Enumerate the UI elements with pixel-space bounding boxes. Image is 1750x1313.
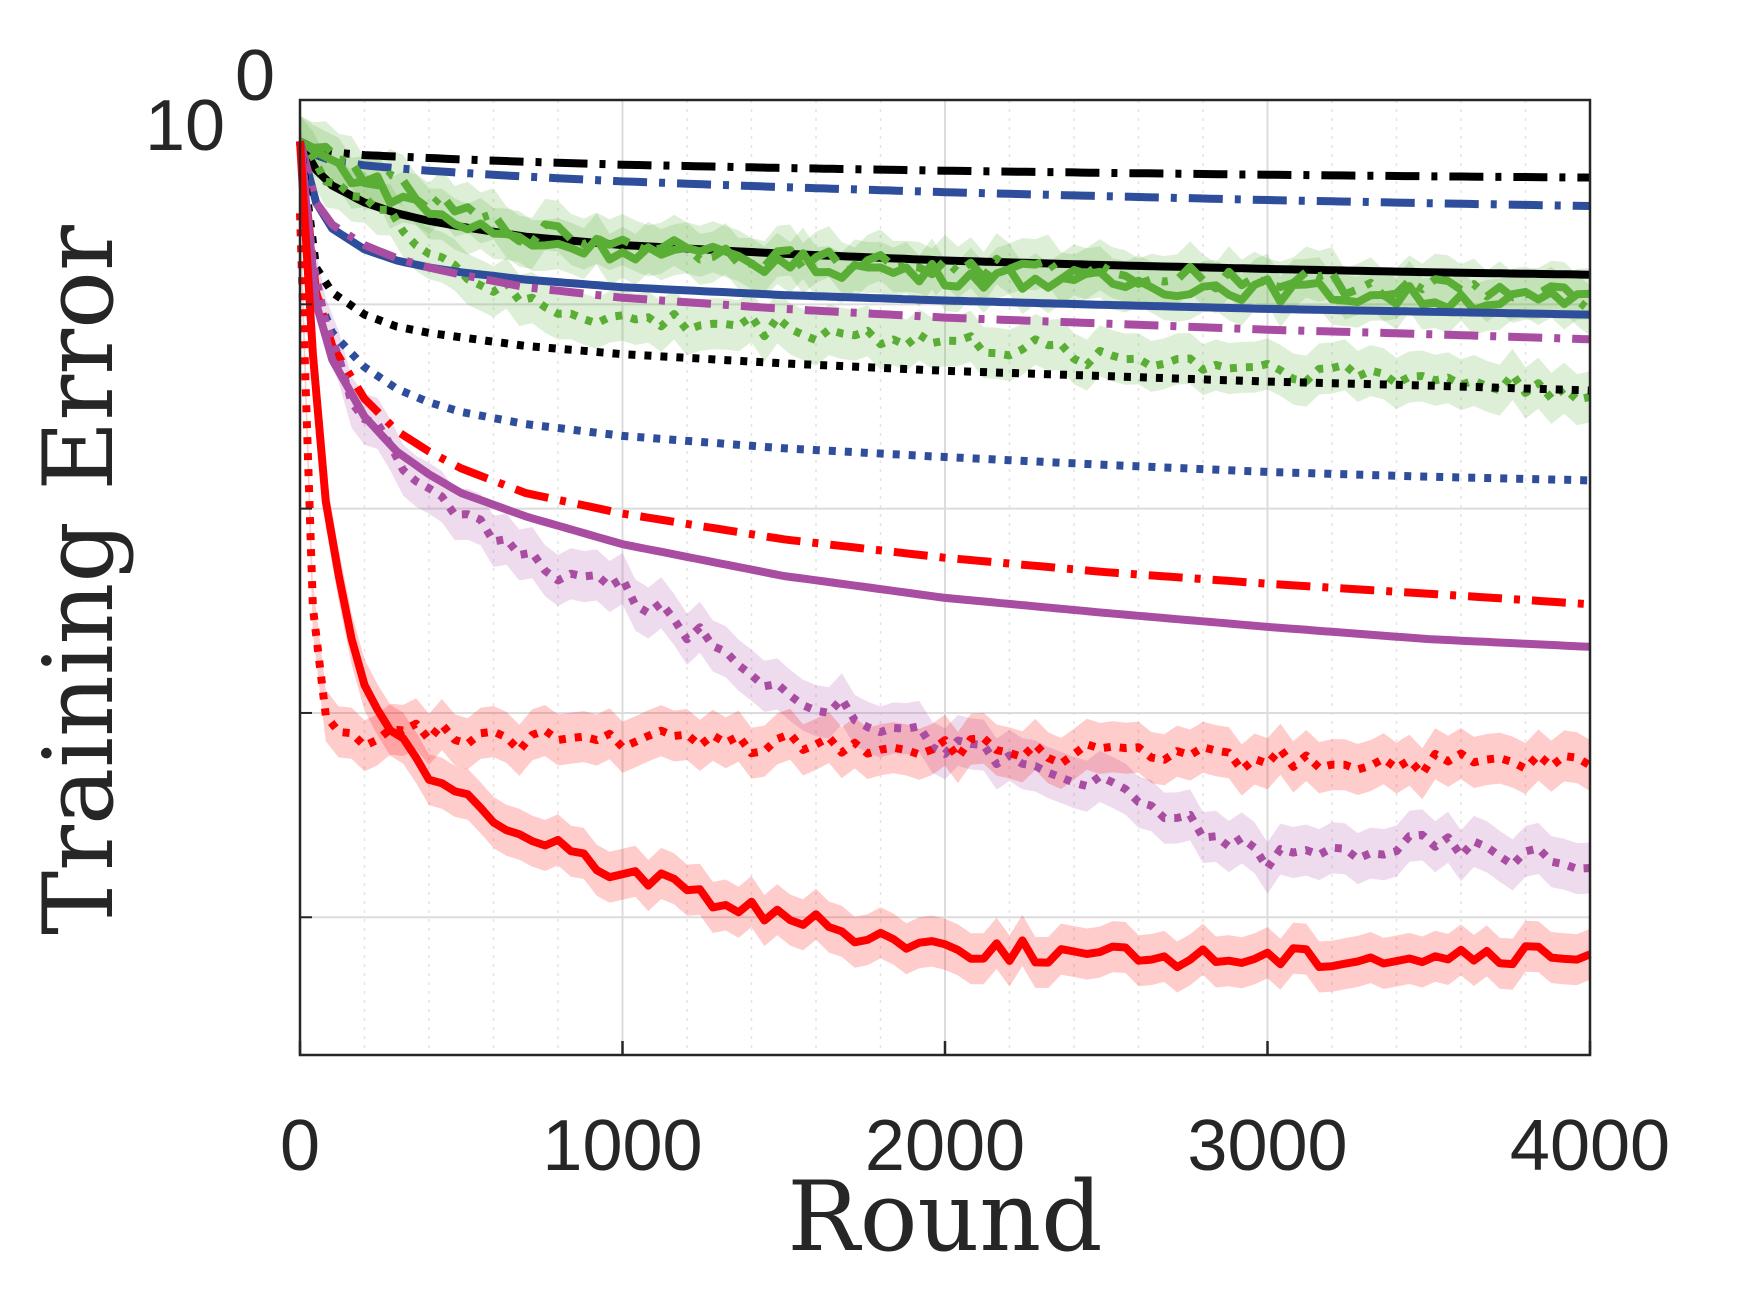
y-tick-exponent: 0: [235, 36, 275, 116]
series-blue-dash-dot: [297, 138, 1591, 210]
y-tick-label-top: 10 0: [145, 36, 275, 166]
series-purple-solid: [296, 140, 1591, 651]
series-green-dash-dot: [298, 137, 1593, 314]
y-axis-label: Training Error: [23, 225, 135, 935]
series-red-solid: [296, 141, 1592, 972]
band-green-dotted: [300, 115, 1590, 426]
x-axis-label: Round: [787, 1161, 1102, 1273]
series-blue-dotted: [296, 140, 1591, 485]
series-green-dotted: [296, 138, 1591, 404]
series-red-dash-dot: [296, 140, 1591, 609]
series-black-dash-dot: [298, 137, 1590, 182]
series-purple-dash-dot: [296, 140, 1591, 344]
tick-marks: [298, 99, 1592, 1055]
y-tick-base: 10: [145, 86, 225, 166]
series-red-dotted: [296, 213, 1593, 778]
x-tick-label-0: 0: [280, 1106, 320, 1186]
series-blue-solid: [296, 140, 1591, 319]
series-lines: [296, 137, 1593, 972]
x-tick-label-2000: 2000: [865, 1106, 1025, 1186]
series-purple-dotted: [296, 140, 1591, 873]
x-tick-label-1000: 1000: [542, 1106, 702, 1186]
x-tick-label-3000: 3000: [1187, 1106, 1347, 1186]
x-tick-label-4000: 4000: [1510, 1106, 1670, 1186]
band-red-dotted: [300, 187, 1590, 800]
